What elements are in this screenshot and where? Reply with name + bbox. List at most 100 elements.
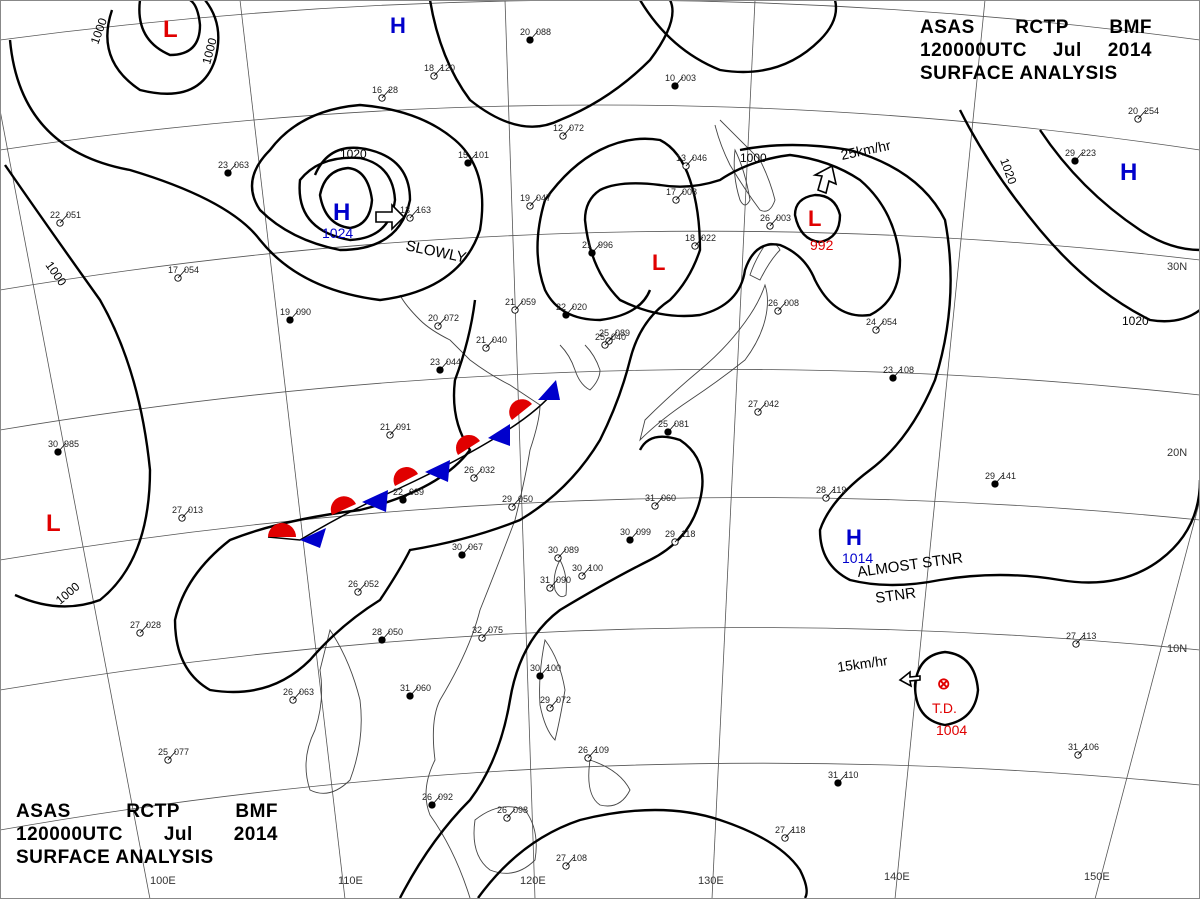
isobar bbox=[8, 39, 484, 302]
station-temperature: 30 bbox=[548, 545, 558, 555]
station-pressure: 254 bbox=[1144, 106, 1159, 116]
wind-barb-icon bbox=[437, 316, 447, 327]
coastline-kamchatka bbox=[714, 119, 776, 212]
station-temperature: 22 bbox=[50, 210, 60, 220]
station-plot: 31 060 bbox=[645, 493, 676, 510]
station-temperature: 26 bbox=[422, 792, 432, 802]
high-motion-text-2: STNR bbox=[874, 584, 917, 607]
station-pressure: 109 bbox=[594, 745, 609, 755]
cold-front-triangle bbox=[488, 424, 510, 446]
station-pressure: 100 bbox=[588, 563, 603, 573]
lat-label: 30N bbox=[1167, 261, 1187, 273]
lon-label: 110E bbox=[338, 875, 363, 887]
isobar-label: 1020 bbox=[340, 147, 367, 161]
warm-front-scallop bbox=[393, 467, 418, 486]
header-center: RCTP bbox=[1015, 17, 1069, 38]
low-pressure-symbol: L bbox=[652, 250, 665, 275]
wind-barb-icon bbox=[674, 76, 684, 87]
station-temperature: 21 bbox=[476, 335, 486, 345]
station-pressure: 089 bbox=[615, 328, 630, 338]
station-pressure: 089 bbox=[564, 545, 579, 555]
wind-barb-icon bbox=[591, 243, 601, 254]
station-temperature: 26 bbox=[464, 465, 474, 475]
station-plot: 23 063 bbox=[218, 160, 249, 177]
header-line-3: SURFACE ANALYSIS bbox=[16, 847, 214, 868]
lat-label: 20N bbox=[1167, 447, 1187, 459]
isobar bbox=[958, 109, 1200, 323]
high-pressure-symbol: H bbox=[333, 199, 350, 226]
station-plot: 24 054 bbox=[866, 317, 897, 334]
station-plot: 30 089 bbox=[548, 545, 579, 562]
header-year: 2014 bbox=[1107, 40, 1152, 61]
isobar bbox=[1039, 129, 1200, 252]
header-time: 120000UTC bbox=[16, 824, 123, 845]
lon-label: 130E bbox=[698, 875, 724, 887]
station-temperature: 27 bbox=[130, 620, 140, 630]
wind-barb-icon bbox=[511, 497, 521, 508]
station-plot: 26 032 bbox=[464, 465, 495, 482]
header-month: Jul bbox=[163, 824, 193, 845]
station-pressure: 054 bbox=[184, 265, 199, 275]
wind-barb-icon bbox=[562, 126, 572, 137]
station-pressure: 141 bbox=[1001, 471, 1016, 481]
warm-front-scallop bbox=[455, 434, 480, 455]
motion-arrows bbox=[375, 164, 921, 688]
station-plot: 31 090 bbox=[540, 575, 571, 592]
station-temperature: 27 bbox=[172, 505, 182, 515]
station-temperature: 21 bbox=[582, 240, 592, 250]
wind-barb-icon bbox=[685, 156, 695, 167]
wind-barb-icon bbox=[292, 690, 302, 701]
station-temperature: 18 bbox=[424, 63, 434, 73]
header-line-2: 120000UTC Jul 2014 bbox=[920, 39, 1152, 62]
station-pressure: 110 bbox=[844, 770, 858, 780]
station-pressure: 985 bbox=[64, 439, 79, 449]
station-temperature: 20 bbox=[428, 313, 438, 323]
station-plot: 20 254 bbox=[1128, 106, 1159, 123]
station-plot: 29 050 bbox=[502, 494, 533, 511]
station-temperature: 30 bbox=[572, 563, 582, 573]
coastline-japan bbox=[639, 283, 768, 442]
wind-barb-icon bbox=[433, 66, 443, 77]
wind-barb-icon bbox=[181, 508, 191, 519]
high-pressure-value: 1024 bbox=[322, 225, 353, 241]
station-temperature: 17 bbox=[168, 265, 178, 275]
wind-barb-icon bbox=[139, 623, 149, 634]
station-pressure: 099 bbox=[636, 527, 651, 537]
wind-barb-icon bbox=[825, 488, 835, 499]
wind-barb-icon bbox=[604, 335, 614, 346]
station-temperature: 13 bbox=[400, 205, 410, 215]
station-plot: 31 110 bbox=[828, 770, 858, 787]
parallel-line bbox=[0, 497, 1200, 561]
station-pressure: 050 bbox=[388, 627, 403, 637]
header-line-3: SURFACE ANALYSIS bbox=[920, 63, 1118, 84]
station-plot: 22 020 bbox=[556, 302, 587, 319]
wind-barb-icon bbox=[557, 548, 567, 559]
isobar-label: 1000 bbox=[199, 36, 220, 66]
wind-barb-icon bbox=[769, 216, 779, 227]
cold-front-triangle bbox=[425, 460, 450, 482]
cold-front-triangle bbox=[538, 380, 560, 400]
td-pressure-value: 1004 bbox=[936, 722, 967, 738]
high-pressure-symbol: H bbox=[390, 13, 406, 38]
station-plot: 12 072 bbox=[553, 123, 584, 140]
station-temperature: 30 bbox=[530, 663, 540, 673]
station-temperature: 25 bbox=[599, 328, 609, 338]
station-pressure: 040 bbox=[611, 332, 626, 342]
station-pressure: 090 bbox=[296, 307, 311, 317]
station-temperature: 23 bbox=[883, 365, 893, 375]
wind-barb-icon bbox=[167, 750, 177, 761]
header-time: 120000UTC bbox=[920, 40, 1027, 61]
station-plot: 30 099 bbox=[620, 527, 651, 544]
station-temperature: 27 bbox=[556, 853, 566, 863]
station-plot: 26 003 bbox=[760, 213, 791, 230]
station-pressure: 003 bbox=[776, 213, 791, 223]
meridian-line bbox=[0, 109, 151, 899]
station-temperature: 27 bbox=[748, 399, 758, 409]
station-plot: 25 081 bbox=[658, 419, 689, 436]
isobar bbox=[739, 143, 1200, 587]
coastline-sakhalin bbox=[733, 148, 751, 206]
station-pressure: 077 bbox=[174, 747, 189, 757]
station-pressure: 008 bbox=[682, 187, 697, 197]
station-plot: 30 100 bbox=[572, 563, 603, 580]
wind-barb-icon bbox=[837, 773, 847, 784]
